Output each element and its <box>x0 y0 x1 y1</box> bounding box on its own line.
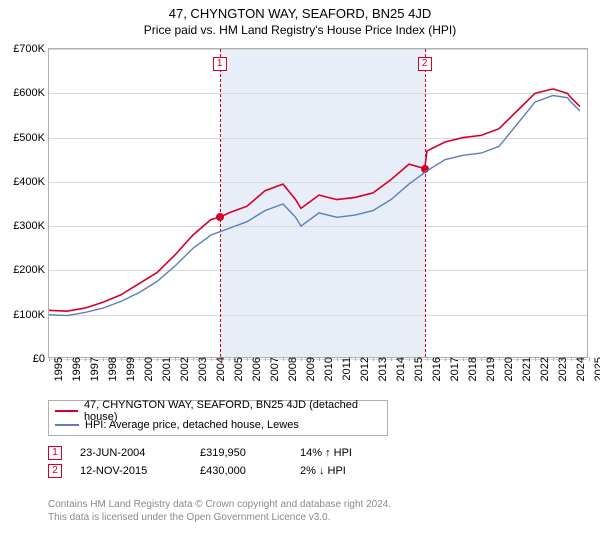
sale-row: 2 12-NOV-2015£430,0002% ↓ HPI <box>48 462 360 480</box>
y-axis-label: £600K <box>13 87 49 99</box>
x-axis-label: 2011 <box>337 357 353 381</box>
page-title: 47, CHYNGTON WAY, SEAFORD, BN25 4JD <box>0 0 600 21</box>
sale-date: 23-JUN-2004 <box>80 447 200 459</box>
x-axis-label: 2024 <box>571 357 587 381</box>
x-axis-label: 2023 <box>553 357 569 381</box>
y-axis-label: £500K <box>13 132 49 144</box>
x-axis-label: 2020 <box>499 357 515 381</box>
x-axis-label: 1999 <box>121 357 137 381</box>
sale-flag: 1 <box>48 446 62 460</box>
x-axis-label: 2021 <box>517 357 533 381</box>
x-axis-label: 2018 <box>463 357 479 381</box>
legend-label: HPI: Average price, detached house, Lewe… <box>85 419 299 431</box>
footer-line-2: This data is licensed under the Open Gov… <box>48 511 391 524</box>
x-axis-label: 2025 <box>589 357 600 381</box>
sale-date: 12-NOV-2015 <box>80 465 200 477</box>
legend-box: 47, CHYNGTON WAY, SEAFORD, BN25 4JD (det… <box>48 400 388 436</box>
sales-table: 1 23-JUN-2004£319,95014% ↑ HPI 2 12-NOV-201… <box>48 444 360 480</box>
x-axis-label: 2014 <box>391 357 407 381</box>
x-axis-label: 2007 <box>265 357 281 381</box>
chart-container: 47, CHYNGTON WAY, SEAFORD, BN25 4JD Pric… <box>0 0 600 560</box>
x-axis-label: 2022 <box>535 357 551 381</box>
sale-row: 1 23-JUN-2004£319,95014% ↑ HPI <box>48 444 360 462</box>
y-axis-label: £200K <box>13 264 49 276</box>
x-axis-label: 1997 <box>85 357 101 381</box>
x-axis-label: 2004 <box>211 357 227 381</box>
x-axis-label: 2008 <box>283 357 299 381</box>
x-axis-label: 2002 <box>175 357 191 381</box>
series-line-property <box>49 89 580 311</box>
y-axis-label: £400K <box>13 176 49 188</box>
x-axis-label: 1995 <box>49 357 65 381</box>
x-axis-label: 2010 <box>319 357 335 381</box>
sale-pct: 2% ↓ HPI <box>300 465 360 477</box>
plot-svg <box>49 49 589 359</box>
x-axis-label: 2017 <box>445 357 461 381</box>
y-axis-label: £0 <box>33 353 49 365</box>
legend-item: 47, CHYNGTON WAY, SEAFORD, BN25 4JD (det… <box>55 404 381 418</box>
x-axis-label: 2012 <box>355 357 371 381</box>
x-axis-label: 2003 <box>193 357 209 381</box>
x-axis-label: 2000 <box>139 357 155 381</box>
x-axis-label: 2005 <box>229 357 245 381</box>
x-axis-label: 2013 <box>373 357 389 381</box>
y-axis-label: £300K <box>13 220 49 232</box>
x-axis-label: 2009 <box>301 357 317 381</box>
x-axis-label: 1998 <box>103 357 119 381</box>
legend-swatch <box>55 410 78 412</box>
x-axis-label: 2016 <box>427 357 443 381</box>
x-axis-label: 1996 <box>67 357 83 381</box>
x-axis-label: 2015 <box>409 357 425 381</box>
y-axis-label: £700K <box>13 43 49 55</box>
sale-flag: 2 <box>48 464 62 478</box>
x-axis-label: 2001 <box>157 357 173 381</box>
footer-attribution: Contains HM Land Registry data © Crown c… <box>48 498 391 524</box>
plot-area: £0£100K£200K£300K£400K£500K£600K£700K199… <box>48 48 588 358</box>
footer-line-1: Contains HM Land Registry data © Crown c… <box>48 498 391 511</box>
x-axis-label: 2019 <box>481 357 497 381</box>
y-axis-label: £100K <box>13 309 49 321</box>
sale-price: £319,950 <box>200 447 300 459</box>
page-subtitle: Price paid vs. HM Land Registry's House … <box>0 21 600 41</box>
x-axis-label: 2006 <box>247 357 263 381</box>
sale-pct: 14% ↑ HPI <box>300 447 360 459</box>
series-line-hpi <box>49 96 580 316</box>
sale-price: £430,000 <box>200 465 300 477</box>
legend-swatch <box>55 424 79 426</box>
